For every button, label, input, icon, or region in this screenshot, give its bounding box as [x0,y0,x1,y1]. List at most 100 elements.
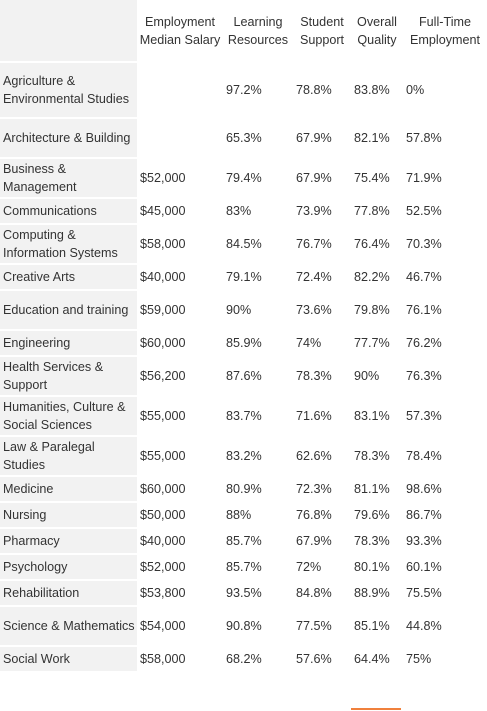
quality-cell: 90% [351,355,403,396]
learning-cell: 84.5% [223,223,293,264]
quality-cell: 83.8% [351,61,403,118]
header-salary: Employment Median Salary [137,0,223,62]
learning-cell: 85.7% [223,553,293,580]
learning-cell: 93.5% [223,579,293,606]
salary-cell: $50,000 [137,501,223,528]
salary-cell: $40,000 [137,263,223,290]
learning-cell: 90.8% [223,605,293,646]
table-row: Architecture & Building 65.3% 67.9% 82.1… [0,117,487,158]
field-name: Education and training [0,289,137,330]
employment-cell: 76.2% [403,329,487,356]
ratings-table: Employment Median Salary Learning Resour… [0,0,487,671]
field-name: Rehabilitation [0,579,137,606]
learning-cell: 85.9% [223,329,293,356]
header-row: Employment Median Salary Learning Resour… [0,0,487,62]
employment-cell: 0% [403,61,487,118]
salary-cell: $60,000 [137,475,223,502]
salary-cell: $45,000 [137,197,223,224]
employment-cell: 93.3% [403,527,487,554]
support-cell: 72.3% [293,475,351,502]
quality-cell: 75.4% [351,157,403,198]
support-cell: 67.9% [293,157,351,198]
salary-cell [137,61,223,118]
salary-cell: $52,000 [137,553,223,580]
salary-cell: $55,000 [137,435,223,476]
quality-cell: 79.8% [351,289,403,330]
field-name: Pharmacy [0,527,137,554]
learning-cell: 68.2% [223,645,293,671]
salary-cell: $55,000 [137,395,223,436]
header-support: Student Support [293,0,351,62]
salary-cell: $59,000 [137,289,223,330]
support-cell: 78.8% [293,61,351,118]
quality-cell: 88.9% [351,579,403,606]
quality-cell: 64.4% [351,645,403,671]
table-row: Law & Paralegal Studies $55,000 83.2% 62… [0,435,487,476]
support-cell: 62.6% [293,435,351,476]
table-row: Engineering $60,000 85.9% 74% 77.7% 76.2… [0,329,487,356]
field-name: Nursing [0,501,137,528]
field-name: Business & Management [0,157,137,198]
support-cell: 73.6% [293,289,351,330]
salary-cell: $40,000 [137,527,223,554]
quality-cell: 83.1% [351,395,403,436]
learning-cell: 97.2% [223,61,293,118]
learning-cell: 85.7% [223,527,293,554]
table-row: Humanities, Culture & Social Sciences $5… [0,395,487,436]
table-row: Business & Management $52,000 79.4% 67.9… [0,157,487,198]
learning-cell: 90% [223,289,293,330]
field-name: Communications [0,197,137,224]
field-name: Engineering [0,329,137,356]
employment-cell: 46.7% [403,263,487,290]
table-row: Education and training $59,000 90% 73.6%… [0,289,487,330]
table-row: Social Work $58,000 68.2% 57.6% 64.4% 75… [0,645,487,671]
header-quality: Overall Quality [351,0,403,62]
support-cell: 71.6% [293,395,351,436]
employment-cell: 52.5% [403,197,487,224]
table-row: Rehabilitation $53,800 93.5% 84.8% 88.9%… [0,579,487,606]
quality-cell: 82.2% [351,263,403,290]
learning-cell: 79.4% [223,157,293,198]
support-cell: 76.8% [293,501,351,528]
corner-cell [0,0,137,62]
table-row: Pharmacy $40,000 85.7% 67.9% 78.3% 93.3% [0,527,487,554]
employment-cell: 86.7% [403,501,487,528]
table-row: Science & Mathematics $54,000 90.8% 77.5… [0,605,487,646]
employment-cell: 98.6% [403,475,487,502]
field-name: Computing & Information Systems [0,223,137,264]
quality-cell: 82.1% [351,117,403,158]
learning-cell: 88% [223,501,293,528]
quality-cell: 78.3% [351,435,403,476]
table-row: Medicine $60,000 80.9% 72.3% 81.1% 98.6% [0,475,487,502]
support-cell: 77.5% [293,605,351,646]
field-name: Architecture & Building [0,117,137,158]
quality-cell: 79.6% [351,501,403,528]
salary-cell: $53,800 [137,579,223,606]
employment-cell: 71.9% [403,157,487,198]
employment-cell: 57.3% [403,395,487,436]
employment-cell: 76.1% [403,289,487,330]
accent-underline [351,708,401,710]
employment-cell: 44.8% [403,605,487,646]
employment-cell: 57.8% [403,117,487,158]
support-cell: 72.4% [293,263,351,290]
support-cell: 67.9% [293,527,351,554]
field-name: Social Work [0,645,137,671]
learning-cell: 79.1% [223,263,293,290]
learning-cell: 83.2% [223,435,293,476]
field-name: Humanities, Culture & Social Sciences [0,395,137,436]
employment-cell: 78.4% [403,435,487,476]
learning-cell: 83% [223,197,293,224]
table-row: Creative Arts $40,000 79.1% 72.4% 82.2% … [0,263,487,290]
learning-cell: 83.7% [223,395,293,436]
learning-cell: 65.3% [223,117,293,158]
header-employment: Full-Time Employment [403,0,487,62]
quality-cell: 81.1% [351,475,403,502]
quality-cell: 76.4% [351,223,403,264]
support-cell: 76.7% [293,223,351,264]
salary-cell: $54,000 [137,605,223,646]
employment-cell: 75.5% [403,579,487,606]
support-cell: 72% [293,553,351,580]
quality-cell: 80.1% [351,553,403,580]
quality-cell: 77.8% [351,197,403,224]
